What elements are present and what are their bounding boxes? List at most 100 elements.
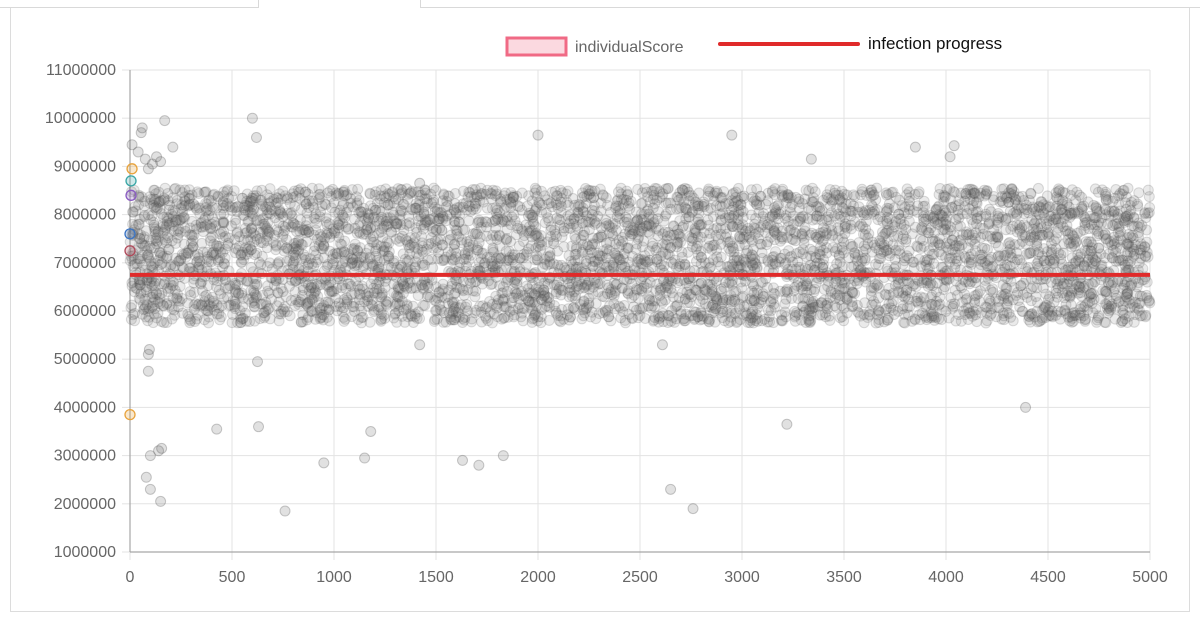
score-point — [770, 204, 782, 216]
score-point — [600, 306, 611, 318]
score-point — [203, 255, 215, 267]
x-tick-label: 500 — [219, 569, 246, 586]
score-point — [814, 257, 826, 269]
score-point — [294, 296, 306, 308]
score-point — [656, 295, 668, 307]
score-point — [732, 261, 744, 273]
score-point — [1133, 231, 1144, 243]
score-point — [207, 295, 219, 307]
score-point — [1090, 256, 1102, 268]
score-point — [381, 299, 393, 311]
score-point — [322, 227, 334, 239]
score-point — [1103, 300, 1115, 312]
score-point — [1072, 206, 1084, 217]
score-point — [708, 224, 720, 235]
score-point — [552, 259, 564, 271]
score-point — [943, 252, 955, 264]
score-point — [284, 208, 296, 220]
score-point — [523, 295, 535, 307]
score-point — [417, 246, 429, 258]
score-point — [1113, 220, 1125, 232]
score-point — [1143, 295, 1155, 307]
score-point — [663, 249, 675, 261]
score-point — [1113, 223, 1125, 234]
score-point — [320, 199, 332, 211]
score-point — [784, 225, 796, 236]
score-point — [717, 312, 728, 324]
score-point — [650, 254, 662, 266]
score-point — [555, 259, 567, 271]
score-point — [725, 305, 737, 317]
score-point — [1061, 200, 1073, 211]
score-point — [672, 228, 684, 240]
score-point — [660, 197, 672, 209]
score-point — [195, 218, 207, 230]
score-point — [670, 313, 682, 325]
score-point — [932, 219, 944, 230]
score-point — [314, 311, 326, 323]
score-point — [731, 317, 743, 328]
score-point — [934, 291, 946, 303]
score-point — [450, 301, 462, 313]
score-point — [383, 246, 395, 258]
score-point — [377, 232, 389, 244]
score-point — [448, 314, 460, 326]
score-point — [370, 204, 382, 216]
y-tick-label: 3000000 — [54, 448, 116, 465]
score-point — [807, 192, 819, 204]
score-point — [405, 203, 417, 215]
score-point — [352, 314, 364, 325]
score-point — [486, 317, 498, 329]
score-point — [695, 306, 707, 317]
score-point — [757, 288, 769, 300]
score-point — [1033, 316, 1045, 327]
score-point — [582, 248, 594, 260]
score-point — [425, 232, 437, 244]
score-point — [836, 232, 848, 244]
score-point — [879, 304, 891, 316]
score-point — [309, 313, 321, 325]
score-point — [825, 194, 837, 206]
score-point — [683, 186, 695, 198]
score-point — [962, 242, 974, 254]
score-point — [295, 316, 307, 328]
score-point — [1108, 231, 1120, 243]
score-point — [364, 316, 376, 328]
score-point — [616, 282, 628, 294]
score-point — [965, 235, 977, 247]
score-point — [938, 204, 950, 216]
score-point — [950, 258, 961, 270]
score-point — [749, 228, 761, 240]
score-point — [974, 222, 986, 234]
score-point — [992, 210, 1004, 222]
score-point — [431, 305, 443, 317]
score-point — [148, 308, 160, 320]
score-point — [857, 253, 869, 265]
score-point — [536, 206, 548, 218]
score-point — [776, 233, 788, 245]
score-point — [426, 198, 437, 209]
score-point — [1119, 313, 1131, 325]
score-point — [202, 280, 214, 292]
score-point — [521, 280, 533, 292]
score-point — [809, 251, 821, 263]
score-point — [389, 308, 401, 320]
score-point — [845, 198, 857, 210]
score-point — [339, 235, 351, 247]
score-point — [823, 310, 835, 322]
score-point — [811, 201, 822, 213]
score-point — [459, 224, 471, 236]
score-point — [1016, 229, 1028, 241]
score-point — [908, 256, 920, 268]
score-point — [406, 185, 418, 197]
score-point — [805, 250, 817, 262]
score-point — [845, 219, 857, 231]
score-point — [727, 201, 739, 213]
score-point — [1144, 202, 1156, 213]
score-point — [706, 302, 718, 313]
score-point — [892, 277, 904, 289]
score-point — [1020, 199, 1032, 211]
score-point — [776, 185, 788, 197]
score-point — [150, 238, 162, 250]
score-point — [535, 311, 547, 323]
